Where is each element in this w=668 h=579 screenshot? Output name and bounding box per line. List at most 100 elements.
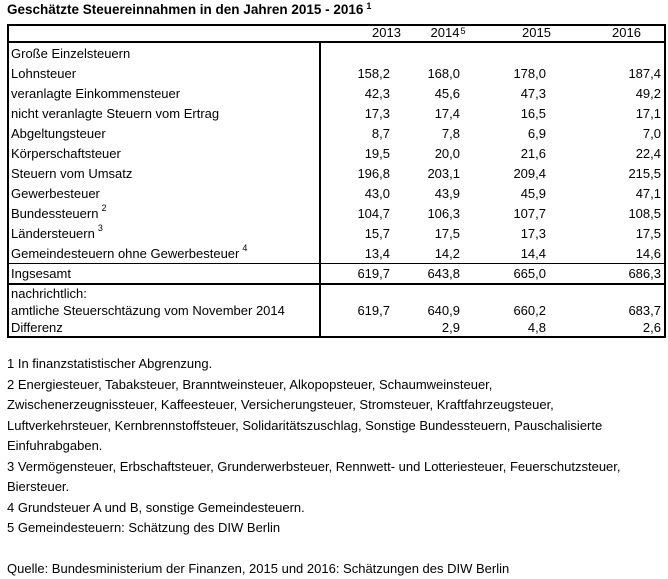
column-header-label: 2015 xyxy=(522,25,551,40)
source-line: Quelle: Bundesministerium der Finanzen, … xyxy=(7,561,510,576)
table-row-gewerbesteuer: Gewerbesteuer 43,0 43,9 45,9 47,1 xyxy=(9,183,664,203)
cell-2013: 15,7 xyxy=(364,225,390,241)
column-header-2015: 2015 xyxy=(507,26,567,40)
cell-2015: 665,0 xyxy=(513,266,546,281)
tax-revenue-table: 2013 20145 2015 2016 Große Einzelsteuern… xyxy=(7,24,666,338)
column-header-footnote-marker: 5 xyxy=(460,26,466,36)
title-footnote-marker: 1 xyxy=(366,1,372,11)
footnote-4: 4 Grundsteuer A und B, sonstige Gemeinde… xyxy=(7,499,305,515)
row-footnote-marker: 2 xyxy=(101,203,107,213)
page-title-text: Geschätzte Steuereinnahmen in den Jahren… xyxy=(7,2,364,17)
cell-2013: 19,5 xyxy=(364,145,390,161)
row-label: Ingsesamt xyxy=(9,264,321,283)
table-row-insgesamt-total: Ingsesamt 619,7 643,8 665,0 686,3 xyxy=(9,263,664,285)
column-header-2016: 2016 xyxy=(597,26,657,40)
footnote-2-line-3: Luftverkehrsteuer, Kernbrennstoffsteuer,… xyxy=(7,417,603,433)
column-header-label: 2016 xyxy=(612,25,641,40)
cell-2016: 187,4 xyxy=(628,65,661,81)
row-label: Bundessteuern 2 xyxy=(9,203,321,223)
cell-2016: 17,1 xyxy=(635,105,661,121)
cell-2015: 6,9 xyxy=(527,125,546,141)
cell-2013: 196,8 xyxy=(357,165,390,181)
table-row-grosse-einzelsteuern: Große Einzelsteuern xyxy=(9,43,664,63)
cell-2013: 42,3 xyxy=(364,85,390,101)
row-label: Gemeindesteuern ohne Gewerbesteuer 4 xyxy=(9,243,321,263)
table-row-steuern-vom-umsatz: Steuern vom Umsatz 196,8 203,1 209,4 215… xyxy=(9,163,664,183)
cell-2013: 43,0 xyxy=(364,185,390,201)
table-row-bundessteuern: Bundessteuern 2 104,7 106,3 107,7 108,5 xyxy=(9,203,664,223)
cell-2016: 683,7 xyxy=(628,303,661,318)
cell-2016: 47,1 xyxy=(635,185,661,201)
cell-2014: 17,4 xyxy=(434,105,460,121)
row-label: Gewerbesteuer xyxy=(9,183,321,203)
cell-2013: 619,7 xyxy=(357,303,390,318)
cell-2016: 17,5 xyxy=(635,225,661,241)
column-header-label: 2014 xyxy=(430,25,460,40)
cell-2013 xyxy=(321,43,392,63)
cell-2015: 45,9 xyxy=(520,185,546,201)
footnote-2-line-4: Einfuhrabgaben. xyxy=(7,438,103,453)
row-label: Große Einzelsteuern xyxy=(9,43,321,63)
cell-2016: 2,6 xyxy=(642,320,661,335)
row-label: nachrichtlich: xyxy=(9,285,321,302)
row-footnote-marker: 4 xyxy=(242,243,248,253)
cell-2014: 643,8 xyxy=(427,266,460,281)
table-row-koerperschaftsteuer: Körperschaftsteuer 19,5 20,0 21,6 22,4 xyxy=(9,143,664,163)
row-label: nicht veranlagte Steuern vom Ertrag xyxy=(9,103,321,123)
cell-2014: 7,8 xyxy=(441,125,460,141)
cell-2016: 686,3 xyxy=(628,266,661,281)
footnote-3-line-2: Biersteuer. xyxy=(7,479,70,494)
cell-2015: 209,4 xyxy=(513,165,546,181)
cell-2014: 640,9 xyxy=(427,303,460,318)
cell-2015: 47,3 xyxy=(520,85,546,101)
cell-2015: 17,3 xyxy=(520,225,546,241)
footnote-1: 1 In finanzstatistischer Abgrenzung. xyxy=(7,356,213,371)
table-row-nachrichtlich: nachrichtlich: xyxy=(9,285,664,302)
cell-2014: 45,6 xyxy=(434,85,460,101)
cell-2014: 20,0 xyxy=(434,145,460,161)
column-header-label: 2013 xyxy=(372,25,401,40)
table-row-differenz: Differenz 2,9 4,8 2,6 xyxy=(9,319,664,336)
footnote-2-line-1: 2 Energiesteuer, Tabaksteuer, Branntwein… xyxy=(7,376,493,392)
row-label: veranlagte Einkommensteuer xyxy=(9,83,321,103)
cell-2013 xyxy=(321,319,392,336)
table-row-laendersteuern: Ländersteuern 3 15,7 17,5 17,3 17,5 xyxy=(9,223,664,243)
column-header-2013: 2013 xyxy=(357,26,417,40)
footnote-5: 5 Gemeindesteuern: Schätzung des DIW Ber… xyxy=(7,520,281,535)
cell-2013: 158,2 xyxy=(357,65,390,81)
row-footnote-marker: 3 xyxy=(97,223,103,233)
cell-2014: 168,0 xyxy=(427,65,460,81)
cell-2013: 17,3 xyxy=(364,105,390,121)
cell-2016: 14,6 xyxy=(635,245,661,261)
page-title: Geschätzte Steuereinnahmen in den Jahren… xyxy=(7,1,372,17)
cell-2016: 108,5 xyxy=(628,205,661,221)
row-label: amtliche Steuerschtäzung vom November 20… xyxy=(9,302,321,319)
cell-2016 xyxy=(548,285,664,302)
cell-2014: 14,2 xyxy=(434,245,460,261)
row-label: Körperschaftsteuer xyxy=(9,143,321,163)
cell-2015: 4,8 xyxy=(527,320,546,335)
cell-2014: 17,5 xyxy=(434,225,460,241)
column-header-2014: 20145 xyxy=(418,26,478,41)
footnote-3-line-1: 3 Vermögensteuer, Erbschaftsteuer, Grund… xyxy=(7,458,621,474)
row-label: Differenz xyxy=(9,319,321,336)
cell-2015: 14,4 xyxy=(520,245,546,261)
cell-2013: 13,4 xyxy=(364,245,390,261)
cell-2014: 106,3 xyxy=(427,205,460,221)
row-label: Lohnsteuer xyxy=(9,63,321,83)
table-row-nicht-veranlagte-steuern: nicht veranlagte Steuern vom Ertrag 17,3… xyxy=(9,103,664,123)
cell-2015: 107,7 xyxy=(513,205,546,221)
footnotes-block: 1 In finanzstatistischer Abgrenzung. 2 E… xyxy=(7,354,667,539)
cell-2015 xyxy=(462,43,548,63)
cell-2013: 8,7 xyxy=(371,125,390,141)
cell-2016: 22,4 xyxy=(635,145,661,161)
cell-2014: 203,1 xyxy=(427,165,460,181)
footnote-2-line-2: Zwischenerzeugnissteuer, Kaffeesteuer, V… xyxy=(7,397,554,412)
cell-2015: 178,0 xyxy=(513,65,546,81)
table-row-lohnsteuer: Lohnsteuer 158,2 168,0 178,0 187,4 xyxy=(9,63,664,83)
cell-2013: 619,7 xyxy=(357,266,390,281)
cell-2014: 43,9 xyxy=(434,185,460,201)
table-row-veranlagte-einkommensteuer: veranlagte Einkommensteuer 42,3 45,6 47,… xyxy=(9,83,664,103)
table-header-row: 2013 20145 2015 2016 xyxy=(9,26,664,43)
